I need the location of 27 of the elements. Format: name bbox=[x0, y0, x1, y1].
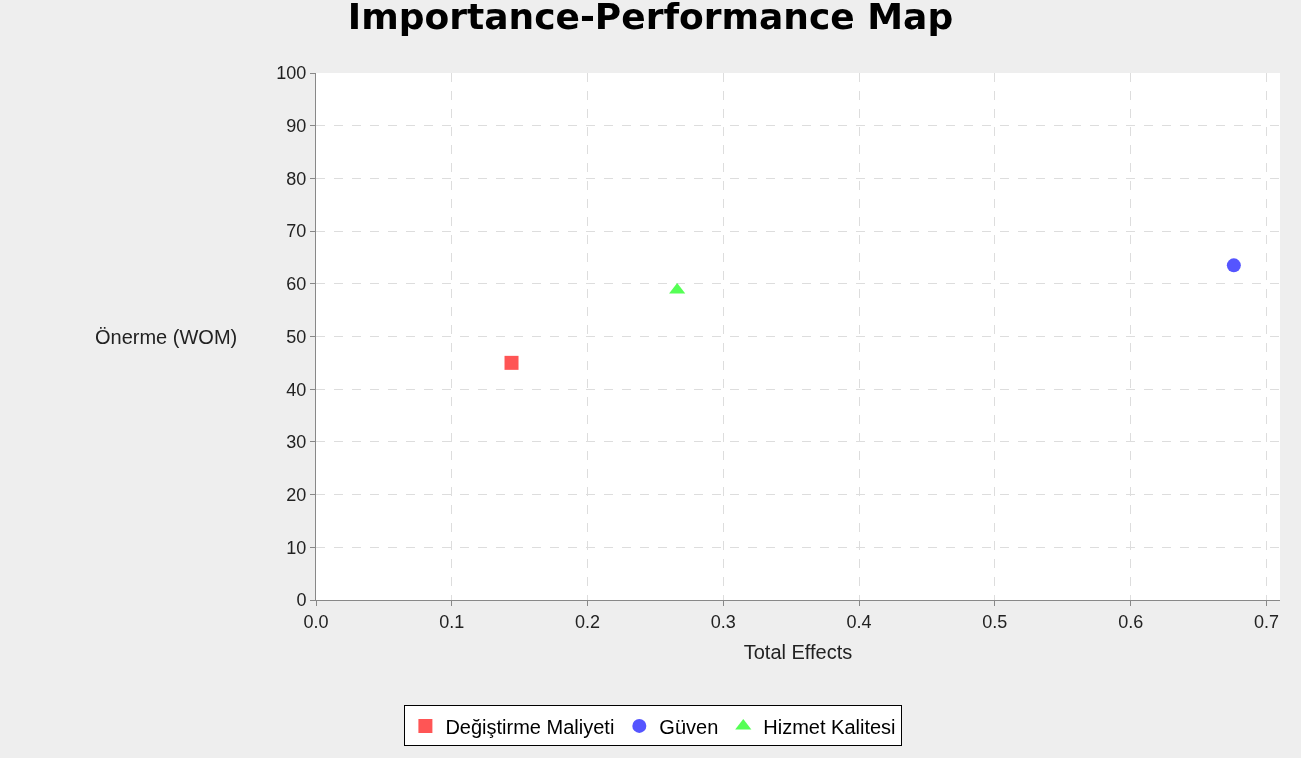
x-tick-label: 0.7 bbox=[1253, 611, 1279, 632]
y-tick-label: 0 bbox=[296, 590, 307, 611]
x-tick-label: 0.1 bbox=[439, 611, 465, 632]
legend-label: Değiştirme Maliyeti bbox=[445, 715, 615, 738]
x-tick-label: 0.5 bbox=[982, 611, 1008, 632]
y-tick-label: 50 bbox=[286, 326, 307, 347]
y-tick-label: 30 bbox=[286, 432, 307, 453]
x-tick-label: 0.3 bbox=[710, 611, 736, 632]
y-tick-label: 100 bbox=[276, 63, 307, 84]
x-tick-label: 0.0 bbox=[303, 611, 329, 632]
x-axis-title: Total Effects bbox=[743, 641, 853, 664]
legend-label: Hizmet Kalitesi bbox=[763, 715, 896, 738]
y-tick-label: 60 bbox=[286, 274, 307, 295]
y-tick-label: 70 bbox=[286, 221, 307, 242]
x-tick-label: 0.4 bbox=[846, 611, 872, 632]
y-tick-label: 10 bbox=[286, 537, 307, 558]
y-tick-label: 20 bbox=[286, 484, 307, 505]
point bbox=[1226, 258, 1241, 273]
y-tick-label: 80 bbox=[286, 168, 307, 189]
y-tick-label: 40 bbox=[286, 379, 307, 400]
chart-title: Importance-Performance Map bbox=[347, 0, 954, 37]
legend-label: Güven bbox=[659, 715, 719, 738]
x-tick-label: 0.2 bbox=[575, 611, 601, 632]
point bbox=[504, 355, 519, 370]
y-axis-title: Önerme (WOM) bbox=[95, 326, 238, 348]
y-tick-label: 90 bbox=[286, 116, 307, 136]
x-tick-label: 0.6 bbox=[1118, 611, 1144, 632]
